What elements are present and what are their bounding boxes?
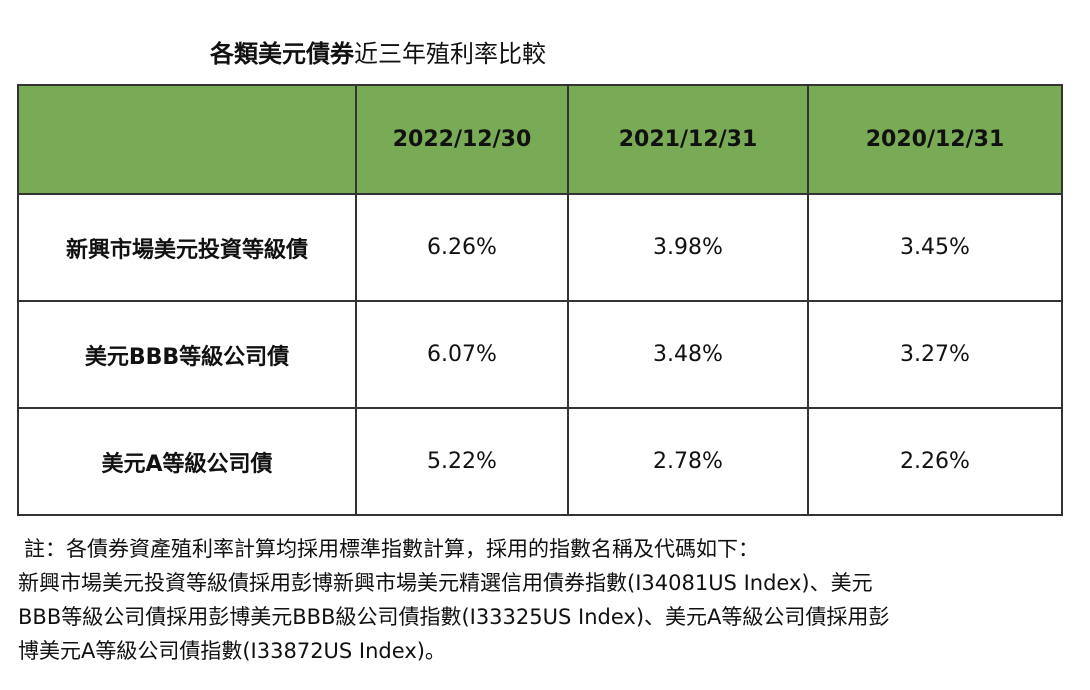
footnote: 註：各債券資產殖利率計算均採用標準指數計算，採用的指數名稱及代碼如下： 新興市場…: [18, 532, 1068, 668]
page-title: 各類美元債券近三年殖利率比較: [210, 34, 546, 69]
row-label: 新興市場美元投資等級債: [17, 193, 357, 302]
table-row: 美元A等級公司債 5.22% 2.78% 2.26%: [17, 407, 1063, 516]
table-row: 美元BBB等級公司債 6.07% 3.48% 3.27%: [17, 300, 1063, 409]
row-label: 美元A等級公司債: [17, 407, 357, 516]
table-cell: 3.48%: [567, 300, 809, 409]
title-bold-part: 各類美元債券: [210, 40, 354, 68]
table-cell: 3.98%: [567, 193, 809, 302]
header-cell-empty: [17, 84, 357, 195]
footnote-line: 新興市場美元投資等級債採用彭博新興市場美元精選信用債券指數(I34081US I…: [18, 571, 873, 595]
table-cell: 6.26%: [355, 193, 569, 302]
table-cell: 6.07%: [355, 300, 569, 409]
header-cell-2021: 2021/12/31: [567, 84, 809, 195]
title-light-part: 近三年殖利率比較: [354, 40, 546, 68]
table-header-row: 2022/12/30 2021/12/31 2020/12/31: [17, 84, 1063, 195]
table-cell: 3.27%: [807, 300, 1063, 409]
header-cell-2020: 2020/12/31: [807, 84, 1063, 195]
table-cell: 2.26%: [807, 407, 1063, 516]
footnote-line: BBB等級公司債採用彭博美元BBB級公司債指數(I33325US Index)、…: [18, 605, 890, 629]
table-row: 新興市場美元投資等級債 6.26% 3.98% 3.45%: [17, 193, 1063, 302]
yield-table: 2022/12/30 2021/12/31 2020/12/31 新興市場美元投…: [17, 84, 1063, 516]
footnote-line: 博美元A等級公司債指數(I33872US Index)。: [18, 639, 446, 663]
table-cell: 5.22%: [355, 407, 569, 516]
table-cell: 2.78%: [567, 407, 809, 516]
header-cell-2022: 2022/12/30: [355, 84, 569, 195]
footnote-line: 註：各債券資產殖利率計算均採用標準指數計算，採用的指數名稱及代碼如下：: [24, 537, 759, 561]
row-label: 美元BBB等級公司債: [17, 300, 357, 409]
table-cell: 3.45%: [807, 193, 1063, 302]
